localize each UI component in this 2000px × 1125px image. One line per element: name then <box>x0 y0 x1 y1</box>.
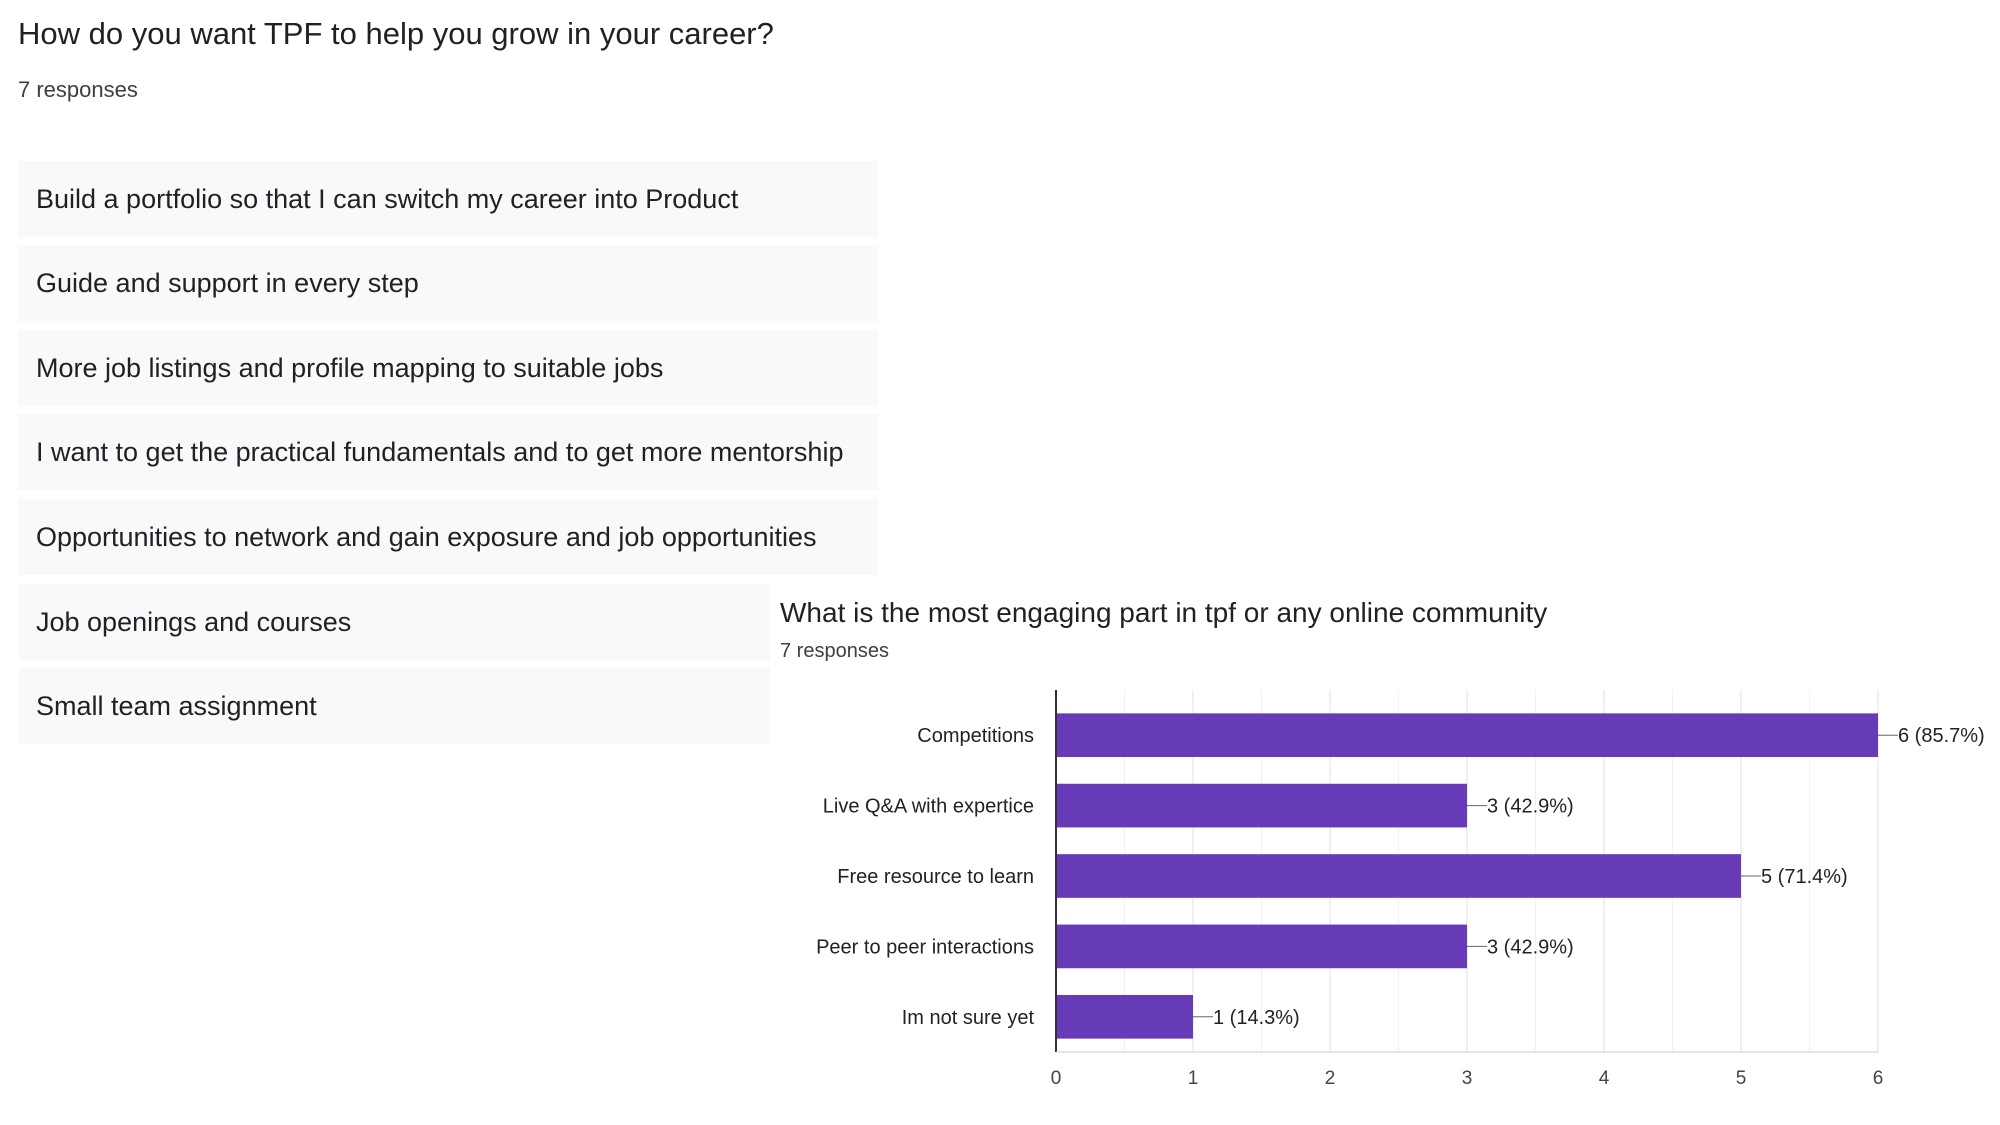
question-2-response-count: 7 responses <box>780 640 889 662</box>
bar <box>1057 924 1467 969</box>
bar <box>1057 854 1741 898</box>
response-item: More job listings and profile mapping to… <box>18 330 878 406</box>
x-tick-label: 1 <box>1188 1068 1199 1089</box>
bar-chart-svg: 0 1 2 3 4 5 6 Competitions 6 (85.7%) Live Q&A wit… <box>816 690 1985 1089</box>
response-item: Job openings and courses <box>18 584 770 660</box>
response-item: Opportunities to network and gain exposu… <box>18 499 878 575</box>
data-label: 3 (42.9%) <box>1487 796 1574 818</box>
bar <box>1057 713 1878 758</box>
data-label: 3 (42.9%) <box>1487 936 1574 958</box>
category-label: Free resource to learn <box>837 866 1034 888</box>
bar <box>1057 994 1193 1039</box>
data-label: 1 (14.3%) <box>1213 1007 1300 1029</box>
x-tick-label: 3 <box>1462 1068 1473 1089</box>
x-tick-label: 4 <box>1599 1068 1610 1089</box>
category-label: Im not sure yet <box>902 1007 1035 1029</box>
response-item: I want to get the practical fundamentals… <box>18 414 878 490</box>
response-item: Small team assignment <box>18 668 770 744</box>
bar-chart: 0 1 2 3 4 5 6 Competitions 6 (85.7%) Live Q&A wit… <box>780 680 1995 1100</box>
x-tick-label: 2 <box>1325 1068 1336 1089</box>
x-tick-label: 6 <box>1873 1068 1884 1089</box>
bar <box>1057 783 1467 828</box>
data-label: 5 (71.4%) <box>1761 866 1848 888</box>
question-1-title: How do you want TPF to help you grow in … <box>18 16 774 51</box>
category-label: Competitions <box>917 725 1034 747</box>
category-label: Live Q&A with expertice <box>823 796 1034 818</box>
question-2-title: What is the most engaging part in tpf or… <box>780 597 1548 628</box>
data-label: 6 (85.7%) <box>1898 725 1985 747</box>
x-tick-label: 5 <box>1736 1068 1747 1089</box>
x-tick-label: 0 <box>1051 1068 1062 1089</box>
category-label: Peer to peer interactions <box>816 936 1034 958</box>
response-item: Guide and support in every step <box>18 245 878 321</box>
response-item: Build a portfolio so that I can switch m… <box>18 161 878 237</box>
question-1-response-count: 7 responses <box>18 77 138 102</box>
